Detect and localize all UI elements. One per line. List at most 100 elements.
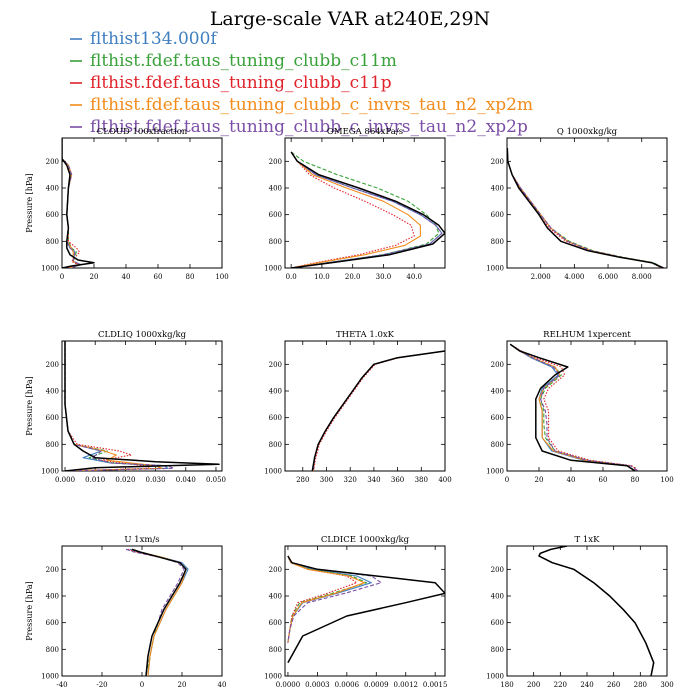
y-tick-label: 1000 — [41, 265, 59, 273]
x-tick-label: 10.0 — [314, 273, 330, 281]
y-tick-label: 1000 — [486, 468, 504, 476]
series-line — [125, 548, 185, 676]
x-tick-label: 0.020 — [115, 476, 135, 484]
y-tick-label: 600 — [269, 211, 282, 219]
x-tick-label: 0.0 — [286, 273, 297, 281]
chart-panel: T 1xK 180 200 220 240 260 280 300 200 400 600 800 10… — [486, 535, 674, 689]
y-tick-label: 800 — [491, 646, 504, 654]
panel-title: OMEGA 864xPa/s — [327, 127, 403, 137]
series-line — [509, 343, 636, 471]
x-tick-label: 20 — [90, 273, 99, 281]
chart-panel: OMEGA 864xPa/s 0.0 10.0 20.0 30.0 40.0 200 400 6… — [264, 127, 446, 281]
x-tick-label: 220 — [554, 681, 567, 689]
y-tick-label: 600 — [491, 414, 504, 422]
x-tick-label: 280 — [296, 476, 309, 484]
panel-title: U 1xm/s — [124, 535, 159, 545]
x-tick-label: 0.000 — [55, 476, 75, 484]
x-tick-label: 0.0015 — [423, 681, 448, 689]
y-tick-label: 200 — [491, 361, 504, 369]
y-tick-label: 400 — [491, 593, 504, 601]
series-line — [538, 546, 655, 676]
series-line — [312, 350, 445, 471]
plot-frame — [284, 137, 446, 269]
y-tick-label: 800 — [46, 646, 59, 654]
series-line — [131, 548, 187, 676]
y-tick-label: 400 — [491, 388, 504, 396]
series-line — [64, 341, 163, 471]
panel-title: RELHUM 1xpercent — [543, 330, 631, 340]
x-tick-label: 80 — [631, 476, 640, 484]
y-tick-label: 200 — [46, 158, 59, 166]
series-line — [290, 151, 445, 268]
panel-title: CLDLIQ 1000xkg/kg — [98, 330, 187, 340]
x-tick-label: 0.0006 — [335, 681, 360, 689]
y-tick-label: 800 — [46, 441, 59, 449]
x-tick-label: -20 — [96, 681, 107, 689]
y-tick-label: 1000 — [41, 673, 59, 681]
x-tick-label: 0.0012 — [393, 681, 418, 689]
y-tick-label: 600 — [491, 211, 504, 219]
chart-panel: THETA 1.0xK 280 300 320 340 360 380 400 200 400 60… — [264, 330, 452, 484]
y-tick-label: 1000 — [264, 673, 282, 681]
x-tick-label: 0.0009 — [364, 681, 389, 689]
y-tick-label: 800 — [269, 441, 282, 449]
plot-frame — [506, 340, 668, 472]
x-tick-label: 6.000 — [598, 273, 618, 281]
x-tick-label: 40 — [122, 273, 131, 281]
series-line — [287, 555, 372, 643]
y-tick-label: 200 — [269, 361, 282, 369]
x-tick-label: 2.000 — [531, 273, 551, 281]
x-tick-label: 360 — [391, 476, 404, 484]
series-line — [127, 548, 187, 676]
x-tick-label: 240 — [580, 681, 593, 689]
y-axis-label: Pressure [hPa] — [25, 173, 34, 233]
y-tick-label: 600 — [46, 211, 59, 219]
series-line — [538, 546, 655, 676]
series-line — [312, 350, 445, 471]
chart-panel: CLOUD 100xfraction 0 20 40 60 80 100 200 400 600 8… — [25, 127, 229, 281]
x-tick-label: 30.0 — [376, 273, 392, 281]
y-tick-label: 200 — [46, 566, 59, 574]
x-tick-label: 20 — [535, 476, 544, 484]
y-tick-label: 200 — [491, 566, 504, 574]
y-axis-label: Pressure [hPa] — [25, 376, 34, 436]
y-tick-label: 600 — [46, 414, 59, 422]
series-line — [507, 147, 664, 268]
y-tick-label: 600 — [46, 619, 59, 627]
x-tick-label: 0.030 — [146, 476, 166, 484]
series-line — [538, 546, 655, 676]
y-tick-label: 200 — [491, 158, 504, 166]
legend-label: flthist.fdef.taus_tuning_clubb_c11m — [90, 51, 397, 71]
legend-label: flthist.fdef.taus_tuning_clubb_c11p — [90, 73, 392, 93]
x-tick-label: 0.0000 — [276, 681, 301, 689]
y-tick-label: 800 — [269, 238, 282, 246]
x-tick-label: 8.000 — [632, 273, 652, 281]
figure-title: Large-scale VAR at240E,29N — [210, 8, 490, 30]
x-tick-label: 180 — [500, 681, 513, 689]
series-line — [509, 343, 639, 471]
y-tick-label: 600 — [269, 414, 282, 422]
chart-panel: RELHUM 1xpercent 0 20 40 60 80 100 200 400 600 800… — [486, 330, 674, 484]
plot-frame — [61, 340, 223, 472]
y-tick-label: 1000 — [486, 673, 504, 681]
y-tick-label: 1000 — [264, 265, 282, 273]
x-tick-label: 80 — [186, 273, 195, 281]
x-tick-label: 300 — [320, 476, 333, 484]
x-tick-label: 60 — [599, 476, 608, 484]
series-line — [538, 546, 655, 676]
plot-frame — [506, 545, 668, 677]
x-tick-label: 100 — [215, 273, 228, 281]
series-line — [287, 555, 366, 643]
x-tick-label: 0.050 — [206, 476, 226, 484]
y-tick-label: 800 — [491, 441, 504, 449]
y-tick-label: 400 — [269, 185, 282, 193]
series-line — [290, 151, 440, 268]
series-line — [129, 548, 189, 676]
x-tick-label: 380 — [415, 476, 428, 484]
chart-panel: CLDICE 1000xkg/kg 0.0000 0.0003 0.0006 0.000… — [264, 535, 447, 689]
x-tick-label: 200 — [527, 681, 540, 689]
y-tick-label: 400 — [46, 185, 59, 193]
series-line — [62, 138, 95, 268]
y-tick-label: 200 — [269, 158, 282, 166]
